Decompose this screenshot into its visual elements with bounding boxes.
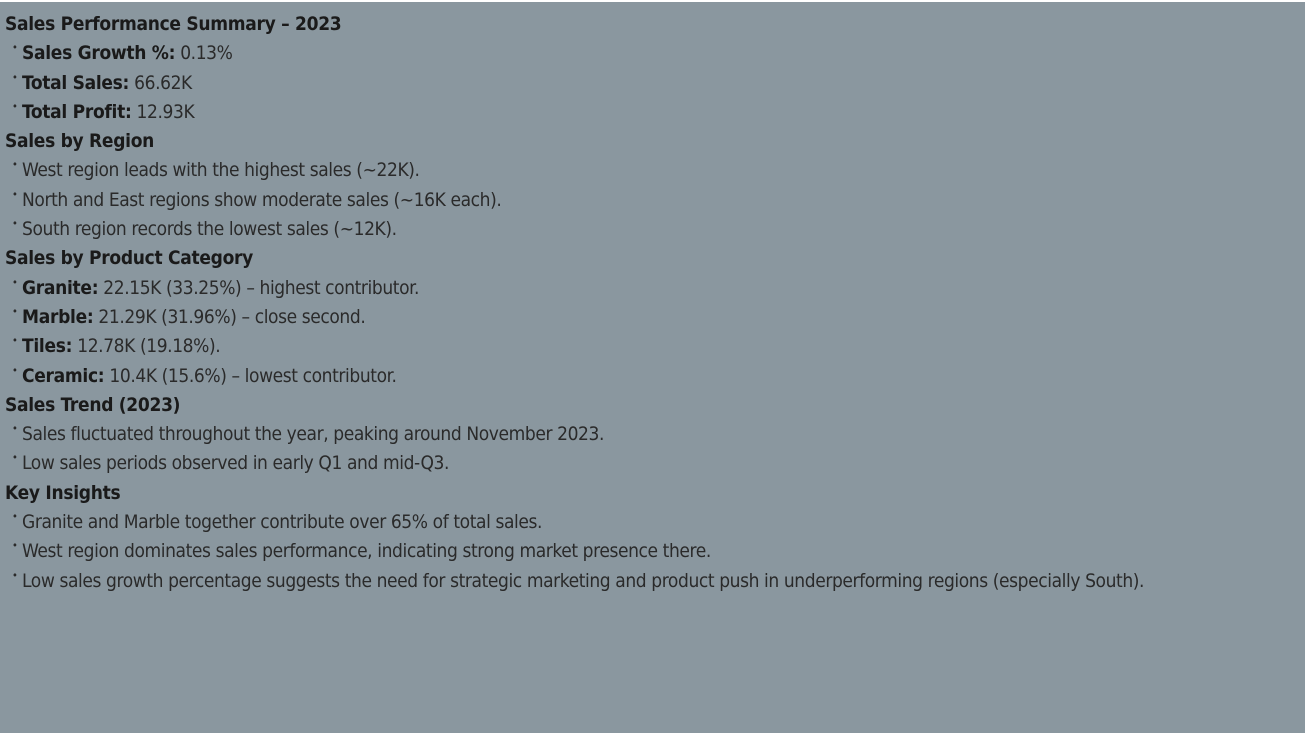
bullet-item: North and East regions show moderate sal… — [5, 180, 1300, 215]
bullet-item: Granite: 22.15K (33.25%) – highest contr… — [5, 268, 1300, 303]
bullet-text: 0.13% — [175, 42, 233, 65]
bullet-item: Low sales growth percentage suggests the… — [5, 561, 1300, 596]
bullet-item: Sales fluctuated throughout the year, pe… — [5, 414, 1300, 449]
bullet-label: Total Profit: — [22, 100, 132, 123]
bullet-text: 21.29K (31.96%) – close second. — [93, 305, 366, 328]
bullet-list: Granite: 22.15K (33.25%) – highest contr… — [5, 268, 1300, 391]
bullet-item: South region records the lowest sales (~… — [5, 209, 1300, 244]
section-category: Sales by Product Category Granite: 22.15… — [5, 244, 1300, 390]
section-heading: Sales Performance Summary – 2023 — [5, 13, 342, 35]
bullet-text: 66.62K — [129, 71, 192, 94]
bullet-list: Sales Growth %: 0.13% Total Sales: 66.62… — [5, 33, 1300, 127]
section-heading: Sales by Product Category — [5, 247, 254, 270]
bullet-text: 12.78K (19.18%). — [72, 335, 221, 358]
bullet-item: Marble: 21.29K (31.96%) – close second. — [5, 297, 1300, 332]
bullet-text: 10.4K (15.6%) – lowest contributor. — [104, 364, 397, 387]
bullet-item: Granite and Marble together contribute o… — [5, 502, 1300, 537]
bullet-text: Sales fluctuated throughout the year, pe… — [22, 423, 605, 446]
section-heading: Key Insights — [5, 481, 121, 504]
bullet-label: Granite: — [22, 276, 99, 299]
bullet-label: Marble: — [22, 305, 94, 328]
bullet-item: Sales Growth %: 0.13% — [5, 33, 1300, 68]
bullet-text: 22.15K (33.25%) – highest contributor. — [98, 276, 420, 299]
bullet-label: Tiles: — [22, 335, 73, 358]
bullet-item: Low sales periods observed in early Q1 a… — [5, 443, 1300, 478]
bullet-list: West region leads with the highest sales… — [5, 150, 1300, 244]
bullet-item: West region dominates sales performance,… — [5, 531, 1300, 566]
section-summary: Sales Performance Summary – 2023 Sales G… — [5, 10, 1300, 127]
bullet-item: Total Sales: 66.62K — [5, 63, 1300, 98]
bullet-text: Granite and Marble together contribute o… — [22, 511, 543, 534]
section-heading: Sales by Region — [5, 130, 155, 153]
bullet-label: Ceramic: — [22, 364, 105, 387]
bullet-text: South region records the lowest sales (~… — [22, 218, 397, 241]
bullet-list: Sales fluctuated throughout the year, pe… — [5, 414, 1300, 479]
bullet-text: North and East regions show moderate sal… — [22, 188, 502, 211]
bullet-item: Total Profit: 12.93K — [5, 92, 1300, 127]
section-insights: Key Insights Granite and Marble together… — [5, 479, 1300, 596]
bullet-text: West region leads with the highest sales… — [22, 159, 420, 182]
bullet-text: 12.93K — [131, 100, 195, 123]
bullet-text: Low sales periods observed in early Q1 a… — [22, 452, 450, 475]
section-trend: Sales Trend (2023) Sales fluctuated thro… — [5, 391, 1300, 479]
bullet-item: West region leads with the highest sales… — [5, 150, 1300, 185]
section-heading: Sales Trend (2023) — [5, 393, 181, 416]
section-region: Sales by Region West region leads with t… — [5, 127, 1300, 244]
bullet-label: Total Sales: — [22, 71, 130, 94]
bullet-item: Tiles: 12.78K (19.18%). — [5, 326, 1300, 361]
bullet-text: Low sales growth percentage suggests the… — [22, 569, 1145, 592]
bullet-item: Ceramic: 10.4K (15.6%) – lowest contribu… — [5, 356, 1300, 391]
bullet-list: Granite and Marble together contribute o… — [5, 502, 1300, 596]
bullet-text: West region dominates sales performance,… — [22, 540, 711, 563]
bullet-label: Sales Growth %: — [22, 42, 176, 65]
